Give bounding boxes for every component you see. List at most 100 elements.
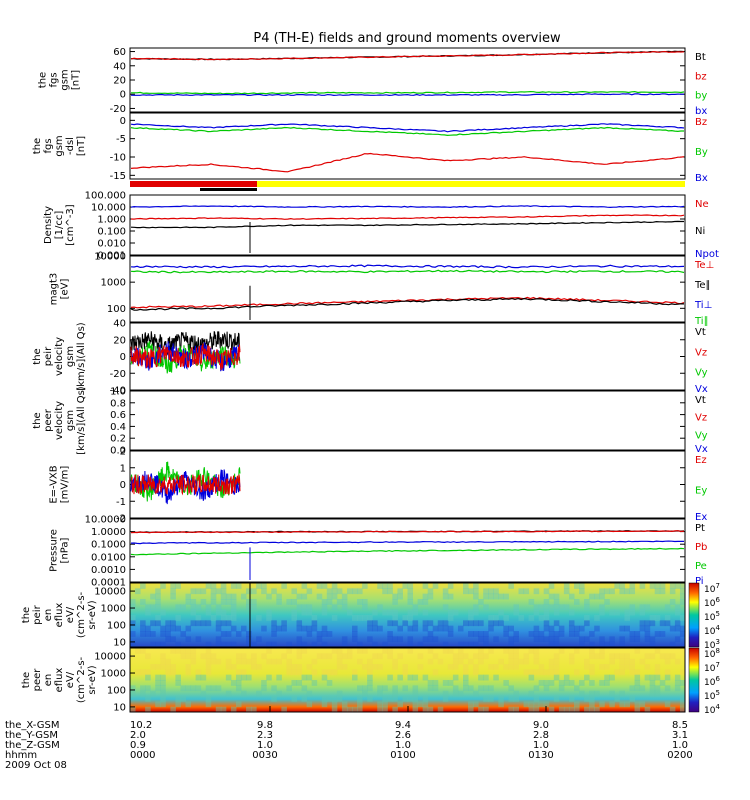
spectrogram-cell <box>589 701 595 708</box>
spectrogram-cell <box>679 588 686 595</box>
spectrogram-cell <box>468 615 474 621</box>
y-axis-label: [eV] <box>60 279 71 300</box>
y-axis-label: en <box>43 674 54 687</box>
spectrogram-cell <box>140 631 146 637</box>
colorbar-label: 106 <box>704 596 720 609</box>
spectrogram-cell <box>674 658 681 665</box>
y-tick-label: 0 <box>120 480 126 491</box>
x-row-label: hhmm <box>5 750 37 761</box>
x-row-label: the_X-GSM <box>5 720 59 731</box>
x-tick-label: 2.6 <box>395 730 411 741</box>
spectrogram-cell <box>624 615 630 621</box>
spectrogram-cell <box>341 604 348 611</box>
y-tick-label: 10.000 <box>91 203 126 214</box>
spectrogram-cell <box>584 636 590 643</box>
spectrogram-cell <box>215 685 222 692</box>
legend-entry: Vx <box>695 444 708 455</box>
spectrogram-cell <box>437 658 444 665</box>
spectrogram-cell <box>473 690 479 697</box>
spectrogram-cell <box>679 631 686 637</box>
spectrogram-cell <box>584 664 590 670</box>
spectrogram-cell <box>553 641 560 648</box>
spectrogram-cell <box>281 583 287 589</box>
spectrogram-cell <box>230 604 237 611</box>
spectrogram-cell <box>230 680 237 686</box>
spectrogram-cell <box>548 669 555 676</box>
y-tick-label: -40 <box>110 386 126 397</box>
spectrogram-cell <box>230 706 237 713</box>
spectrogram-cell <box>599 680 605 686</box>
y-axis-label: eV/ <box>65 671 76 688</box>
spectrogram-cell <box>513 648 519 654</box>
spectrogram-cell <box>483 631 489 637</box>
spectrogram-cell <box>594 690 600 697</box>
legend-entry: Ey <box>695 486 707 497</box>
spectrogram-cell <box>468 631 474 637</box>
spectrogram-cell <box>473 583 479 589</box>
spectrogram-cell <box>533 685 540 692</box>
spectrogram-cell <box>457 653 464 660</box>
spectrogram-cell <box>624 625 630 632</box>
y-axis-label: [km/s](All Qs) <box>76 386 87 454</box>
spectrogram-cell <box>266 615 272 621</box>
spectrogram-cell <box>407 696 414 702</box>
spectrogram-cell <box>594 593 600 600</box>
spectrogram-cell <box>599 701 605 708</box>
spectrogram-cell <box>367 658 373 665</box>
spectrogram-cell <box>473 604 479 611</box>
spectrogram-cell <box>296 680 303 686</box>
spectrogram-cell <box>664 620 671 627</box>
spectrogram-cell <box>205 669 212 676</box>
spectrogram-cell <box>352 588 358 595</box>
spectrogram-cell <box>291 669 297 676</box>
spectrogram-cell <box>185 653 192 660</box>
y-axis-label: velocity <box>54 337 65 376</box>
spectrogram-cell <box>447 664 454 670</box>
spectrogram-cell <box>513 658 519 665</box>
spectrogram-cell <box>533 625 540 632</box>
spectrogram-cell <box>291 588 297 595</box>
spectrogram-cell <box>215 636 222 643</box>
y-tick-label: -5 <box>116 134 126 145</box>
spectrogram-cell <box>538 631 545 637</box>
spectrogram-cell <box>468 609 474 616</box>
spectrogram-cell <box>589 653 595 660</box>
legend-entry: Npot <box>695 249 719 260</box>
spectrogram-cell <box>589 706 595 713</box>
spectrogram-cell <box>276 599 282 605</box>
spectrogram-cell <box>508 641 514 648</box>
spectrogram-cell <box>442 620 449 627</box>
spectrogram-cell <box>256 583 262 589</box>
spectrogram-cell <box>291 664 297 670</box>
spectrogram-cell <box>387 696 393 702</box>
spectrogram-cell <box>483 674 489 681</box>
spectrogram-cell <box>412 674 419 681</box>
spectrogram-cell <box>614 669 620 676</box>
spectrogram-cell <box>336 696 343 702</box>
spectrogram-cell <box>674 625 681 632</box>
spectrogram-cell <box>392 620 398 627</box>
spectrogram-cell <box>341 636 348 643</box>
spectrogram-cell <box>614 653 620 660</box>
x-tick-label: 1.0 <box>395 740 411 751</box>
y-tick-label: 10 <box>113 637 126 648</box>
spectrogram-cell <box>619 641 625 648</box>
spectrogram-cell <box>528 599 535 605</box>
spectrogram-cell <box>473 653 479 660</box>
spectrogram-cell <box>266 641 272 648</box>
spectrogram-cell <box>160 701 166 708</box>
series-green <box>130 269 685 274</box>
spectrogram-cell <box>251 658 257 665</box>
spectrogram-cell <box>382 641 388 648</box>
spectrogram-cell <box>220 631 227 637</box>
spectrogram-cell <box>427 648 434 654</box>
spectrogram-cell <box>341 653 348 660</box>
spectrogram-cell <box>679 680 686 686</box>
spectrogram-cell <box>160 658 166 665</box>
spectrogram-cell <box>205 664 212 670</box>
strip-black <box>200 188 257 191</box>
spectrogram-cell <box>478 636 484 643</box>
chart-title: P4 (TH-E) fields and ground moments over… <box>253 31 561 46</box>
spectrogram-cell <box>130 685 136 692</box>
y-tick-label: 0.1000 <box>91 540 126 551</box>
